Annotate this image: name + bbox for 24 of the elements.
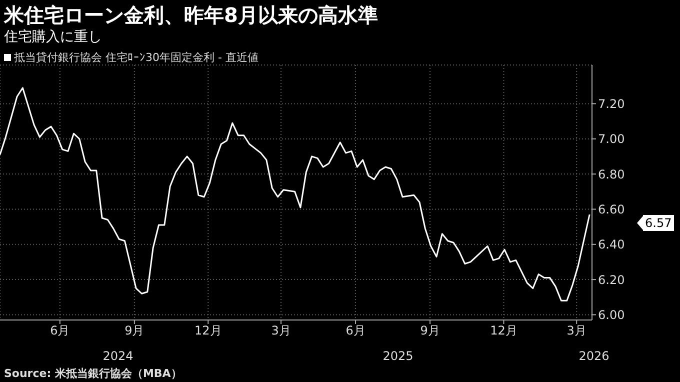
y-tick-label: 7.20 xyxy=(598,96,625,111)
y-tick-label: 6.40 xyxy=(598,238,625,252)
y-tick-label: 6.60 xyxy=(598,202,625,216)
x-tick-label: 3月 xyxy=(566,324,586,338)
source-note: Source: 米抵当銀行協会（MBA） xyxy=(4,366,182,381)
text: 2025 xyxy=(382,349,414,363)
chart-subtitle: 住宅購入に重し xyxy=(4,28,102,46)
y-tick-label: 6.00 xyxy=(598,308,625,322)
x-tick-label: 6月 xyxy=(50,324,70,338)
chart-title: 米住宅ローン金利、昨年8月以来の高水準 xyxy=(4,2,378,29)
y-tick-label: 7.00 xyxy=(598,132,625,146)
text: 2024 xyxy=(102,349,134,363)
x-tick-label: 6月 xyxy=(346,324,366,338)
text: 2026 xyxy=(578,349,610,363)
line-series xyxy=(0,87,590,302)
x-tick-label: 9月 xyxy=(420,324,440,338)
text: 6.57 xyxy=(643,215,674,232)
legend-label: 抵当貸付銀行協会 住宅ﾛｰﾝ30年固定金利 - 直近値 xyxy=(13,50,258,65)
x-tick-label: 12月 xyxy=(194,324,222,338)
x-tick-label: 12月 xyxy=(490,324,518,338)
x-tick-label: 3月 xyxy=(271,324,291,338)
x-tick-label: 9月 xyxy=(124,324,144,338)
y-tick-label: 6.20 xyxy=(598,272,625,287)
y-tick-label: 6.80 xyxy=(598,167,625,182)
